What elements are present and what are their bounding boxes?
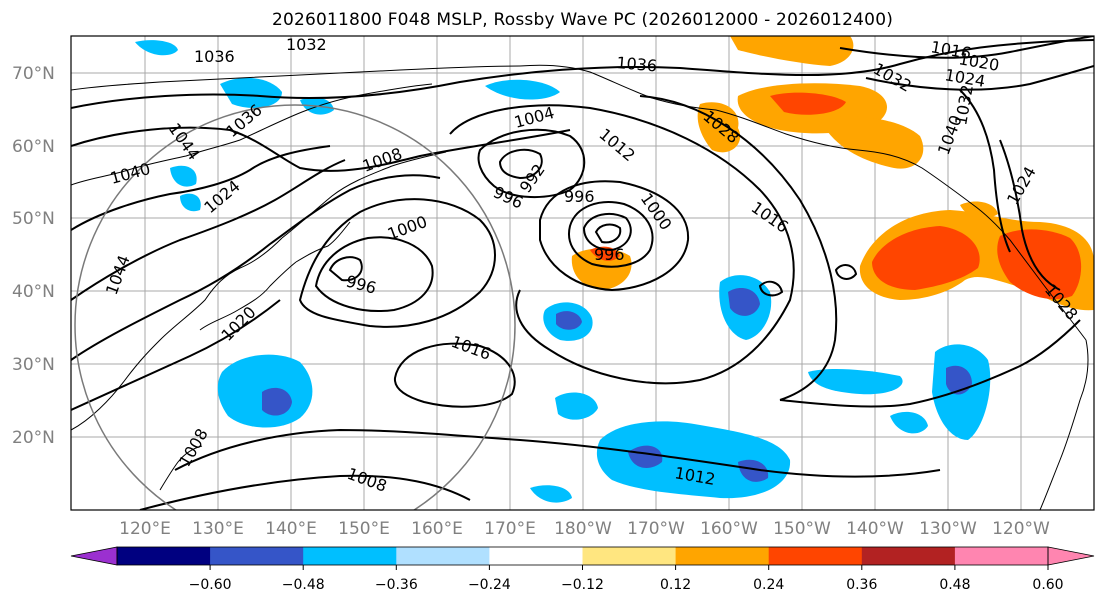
colorbar-bin — [396, 547, 490, 565]
colorbar-bin — [489, 547, 583, 565]
longitude-labels: 120°E 130°E 140°E 150°E 160°E 170°E 180°… — [119, 519, 1050, 539]
lat-label: 40°N — [12, 282, 55, 302]
anomaly-patch — [555, 392, 598, 420]
lat-label: 60°N — [12, 137, 55, 157]
lon-label: 170°E — [484, 519, 536, 539]
colorbar-tick-label: −0.48 — [282, 577, 325, 593]
anomaly-patch — [530, 485, 572, 503]
anomaly-patch — [997, 229, 1082, 300]
anomaly-patch — [890, 411, 928, 434]
colorbar-bin — [210, 547, 304, 565]
anomaly-patch — [262, 387, 292, 416]
colorbar-bin — [303, 547, 397, 565]
colorbar-bin — [768, 547, 863, 565]
anomaly-patch — [872, 226, 980, 290]
anomaly-patch — [808, 369, 903, 395]
anomaly-patch — [946, 365, 972, 395]
lat-label: 70°N — [12, 64, 55, 84]
colorbar-arrow-right — [1047, 546, 1095, 566]
anomaly-patch — [728, 288, 760, 316]
lon-label: 130°W — [919, 519, 977, 539]
lon-label: 160°E — [411, 519, 463, 539]
isobar-label: 996 — [594, 245, 625, 264]
isobar-label: 996 — [564, 187, 595, 206]
lon-label: 120°E — [119, 519, 171, 539]
graticule — [71, 36, 1094, 510]
anomaly-patch — [220, 77, 282, 108]
colorbar-bin — [861, 547, 956, 565]
region-circle — [74, 104, 516, 510]
anomaly-patch — [730, 36, 854, 66]
lat-label: 30°N — [12, 355, 55, 375]
colorbar: −0.60 −0.48 −0.36 −0.24 −0.12 0.12 0.24 0.36 0.4… — [70, 546, 1095, 593]
anomaly-patch — [135, 40, 178, 56]
map-content: 1036 1032 1044 1036 1040 1024 1044 1020 … — [71, 35, 1094, 510]
lon-label: 150°E — [338, 519, 390, 539]
anomaly-patch — [738, 459, 769, 482]
lon-label: 150°W — [773, 519, 831, 539]
lon-label: 140°E — [265, 519, 317, 539]
colorbar-tick-label: 0.36 — [846, 577, 877, 593]
lon-label: 130°E — [192, 519, 244, 539]
colorbar-tick-label: −0.12 — [561, 577, 604, 593]
lon-label: 180°W — [554, 519, 612, 539]
anomaly-patch — [180, 193, 201, 212]
isobar-label: 1032 — [286, 35, 327, 54]
anomaly-patch — [628, 445, 663, 468]
shaded-anomaly-fields — [135, 36, 1094, 503]
lat-label: 20°N — [12, 428, 55, 448]
lon-label: 170°W — [627, 519, 685, 539]
colorbar-tick-label: 0.24 — [753, 577, 784, 593]
map-frame — [70, 35, 1095, 511]
isobar-label: 1036 — [616, 53, 658, 75]
colorbar-bin — [582, 547, 677, 565]
lon-label: 140°W — [846, 519, 904, 539]
anomaly-patch — [770, 92, 846, 115]
latitude-labels: 70°N 60°N 50°N 40°N 30°N 20°N — [12, 64, 55, 448]
colorbar-tick-label: 0.48 — [939, 577, 970, 593]
isobar-label: 1036 — [194, 47, 235, 66]
anomaly-patch — [485, 79, 560, 100]
colorbar-bin — [117, 547, 211, 565]
colorbar-bins — [117, 547, 1049, 565]
anomaly-patch — [960, 201, 998, 219]
colorbar-tick-label: −0.36 — [375, 577, 418, 593]
anomaly-patch — [571, 248, 632, 290]
colorbar-arrow-left — [70, 546, 118, 566]
colorbar-tick-label: −0.60 — [189, 577, 232, 593]
anomaly-patch — [170, 165, 197, 187]
map-title: 2026011800 F048 MSLP, Rossby Wave PC (20… — [271, 10, 894, 30]
colorbar-tick-label: 0.12 — [660, 577, 691, 593]
anomaly-patch — [556, 311, 582, 330]
colorbar-tick-label: 0.60 — [1032, 577, 1063, 593]
colorbar-bin — [675, 547, 770, 565]
colorbar-ticks: −0.60 −0.48 −0.36 −0.24 −0.12 0.12 0.24 0.36 0.4… — [189, 565, 1064, 593]
lat-label: 50°N — [12, 209, 55, 229]
anomaly-patch — [820, 116, 924, 169]
lon-label: 120°W — [992, 519, 1050, 539]
colorbar-bin — [954, 547, 1049, 565]
isobars — [71, 36, 1094, 510]
colorbar-tick-label: −0.24 — [468, 577, 511, 593]
lon-label: 160°W — [700, 519, 758, 539]
